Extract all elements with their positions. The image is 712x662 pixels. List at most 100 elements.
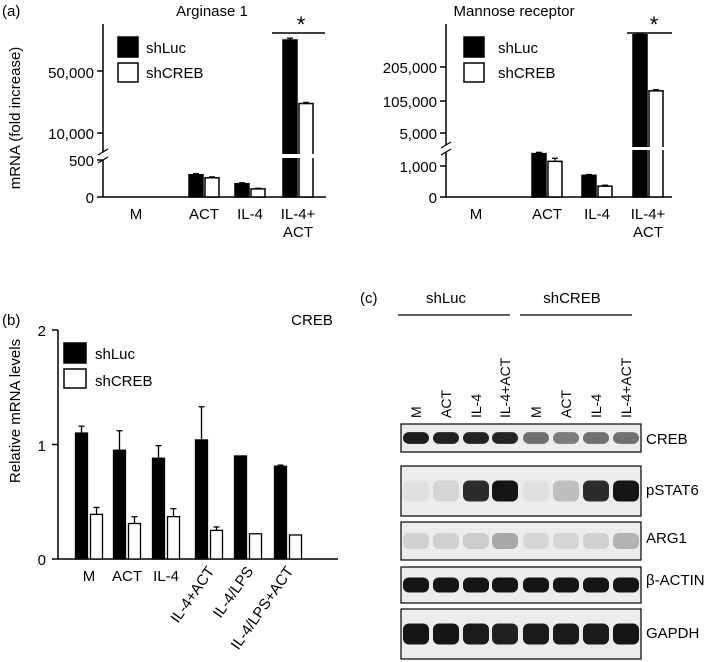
creb-bar-shcreb-5 bbox=[288, 534, 303, 560]
mannose-legend-swatch-shluc bbox=[463, 36, 485, 58]
blot-band-creb-lane-4 bbox=[523, 432, 549, 444]
arginase-bar-shluc-2 bbox=[234, 182, 250, 198]
mannose-axis-break-mark-1 bbox=[440, 141, 452, 149]
arginase-bar-shcreb-2 bbox=[250, 188, 266, 198]
arginase-bar-break-shcreb-3 bbox=[297, 154, 315, 158]
arginase-ytick-upper-1: 10,000 bbox=[48, 126, 94, 143]
creb-bar-shluc-4 bbox=[233, 455, 248, 560]
blot-label-gapdh: GAPDH bbox=[646, 625, 699, 642]
blot-band-gapdh-lane-5 bbox=[553, 623, 579, 645]
blot-band--actin-lane-3 bbox=[492, 577, 518, 593]
blot-band--actin-lane-6 bbox=[583, 577, 609, 593]
mannose-legend-swatch-shcreb bbox=[463, 62, 485, 83]
arginase-category-label-3-line1: ACT bbox=[283, 224, 313, 241]
mannose-bar-shcreb-2 bbox=[597, 185, 613, 198]
blot-band-creb-lane-5 bbox=[553, 432, 579, 444]
arginase-category-label-0: M bbox=[130, 206, 143, 223]
blot-lane-label-7: IL-4+ACT bbox=[618, 357, 634, 418]
mannose-ytick-upper-1: 105,000 bbox=[383, 94, 437, 111]
creb-legend-swatch-shcreb bbox=[63, 368, 87, 389]
blot-band-gapdh-lane-0 bbox=[403, 623, 429, 645]
panel-label-b: (b) bbox=[2, 312, 20, 329]
mannose-bar-break-shluc-3 bbox=[631, 147, 649, 150]
mannose-legend-label-shluc: shLuc bbox=[498, 40, 539, 57]
creb-legend-label-shcreb: shCREB bbox=[95, 373, 153, 390]
blot-band-arg1-lane-7 bbox=[613, 533, 639, 549]
creb-legend-swatch-shluc bbox=[63, 342, 87, 364]
arginase-legend-swatch-shluc bbox=[117, 36, 139, 58]
mannose-bar-break-shcreb-3 bbox=[647, 147, 665, 150]
blot-lane-label-1: ACT bbox=[438, 390, 454, 418]
blot-band-arg1-lane-5 bbox=[553, 533, 579, 549]
blot-band-creb-lane-3 bbox=[492, 432, 518, 444]
blot-band-gapdh-lane-1 bbox=[433, 623, 459, 645]
creb-bar-shluc-5 bbox=[273, 465, 288, 560]
blot-band-gapdh-lane-6 bbox=[583, 623, 609, 645]
mannose-category-label-2: IL-4 bbox=[584, 206, 610, 223]
arginase-bar-break-shluc-3 bbox=[281, 154, 299, 158]
creb-legend-label-shluc: shLuc bbox=[95, 346, 136, 363]
arginase-ytick-lower-1: 0 bbox=[86, 190, 94, 207]
arginase-category-label-1: ACT bbox=[189, 206, 219, 223]
mannose-bar-shluc-2 bbox=[581, 174, 597, 198]
arginase-bar-shcreb-1 bbox=[204, 177, 220, 198]
blot-label-beta-actin: β-ACTIN bbox=[646, 572, 705, 589]
blot-band-creb-lane-2 bbox=[463, 432, 489, 444]
blot-lane-label-0: M bbox=[408, 406, 424, 418]
creb-ylabel: Relative mRNA levels bbox=[7, 339, 24, 483]
blot-band-creb-lane-6 bbox=[583, 432, 609, 444]
creb-bar-shcreb-1 bbox=[127, 522, 142, 560]
mannose-ytick-upper-2: 5,000 bbox=[399, 126, 437, 143]
mannose-category-label-0: M bbox=[470, 206, 483, 223]
blot-band--actin-lane-7 bbox=[613, 577, 639, 593]
blot-band-creb-lane-0 bbox=[403, 432, 429, 444]
creb-ytick-2: 0 bbox=[38, 552, 46, 569]
creb-ytick-1: 1 bbox=[38, 438, 46, 455]
blot-band-gapdh-lane-3 bbox=[492, 623, 518, 645]
mannose-ytick-upper-0: 205,000 bbox=[383, 60, 437, 77]
blot-band-arg1-lane-0 bbox=[403, 533, 429, 549]
blot-band-creb-lane-1 bbox=[433, 432, 459, 444]
blot-label-pstat6: pSTAT6 bbox=[646, 482, 699, 499]
blot-band-pstat6-lane-0 bbox=[403, 480, 429, 502]
arginase-legend-label-shcreb: shCREB bbox=[146, 65, 204, 82]
blot-band-pstat6-lane-4 bbox=[523, 480, 549, 502]
blot-band-gapdh-lane-4 bbox=[523, 623, 549, 645]
panel-label-a: (a) bbox=[2, 3, 20, 20]
mannose-category-label-3: IL-4+ bbox=[631, 206, 666, 223]
creb-bar-shcreb-4 bbox=[248, 533, 263, 560]
arginase-ytick-lower-0: 500 bbox=[69, 153, 94, 170]
blot-group-label-shcreb: shCREB bbox=[543, 290, 601, 307]
blot-band--actin-lane-0 bbox=[403, 577, 429, 593]
creb-bar-shcreb-0 bbox=[89, 513, 104, 560]
arginase-bar-shluc-1 bbox=[188, 174, 204, 198]
arginase-ylabel: mRNA (fold increase) bbox=[7, 47, 24, 190]
creb-bar-shluc-3 bbox=[194, 439, 209, 560]
mannose-significance: * bbox=[650, 12, 659, 37]
arginase-significance: * bbox=[297, 12, 306, 37]
creb-chart-title: CREB bbox=[291, 312, 333, 329]
blot-band-arg1-lane-4 bbox=[523, 533, 549, 549]
creb-bar-shluc-2 bbox=[151, 457, 166, 560]
creb-category-label-1: ACT bbox=[112, 568, 142, 585]
blot-band-gapdh-lane-2 bbox=[463, 623, 489, 645]
creb-category-label-0: M bbox=[83, 568, 96, 585]
creb-bar-shcreb-2 bbox=[166, 515, 181, 560]
arginase-bar-shcreb-3 bbox=[298, 102, 314, 198]
blot-band-arg1-lane-6 bbox=[583, 533, 609, 549]
arginase-legend-label-shluc: shLuc bbox=[146, 40, 187, 57]
blot-band-pstat6-lane-3 bbox=[492, 480, 518, 502]
arginase-title: Arginase 1 bbox=[176, 3, 248, 20]
mannose-category-label-3-line1: ACT bbox=[633, 224, 663, 241]
blot-band-pstat6-lane-1 bbox=[433, 480, 459, 502]
blot-lane-label-4: M bbox=[528, 406, 544, 418]
blot-group-label-shluc: shLuc bbox=[426, 290, 467, 307]
blot-band--actin-lane-2 bbox=[463, 577, 489, 593]
blot-band-creb-lane-7 bbox=[613, 432, 639, 444]
panel-label-c: (c) bbox=[360, 290, 378, 307]
mannose-bar-shcreb-3 bbox=[648, 90, 664, 198]
arginase-legend-swatch-shcreb bbox=[117, 62, 139, 83]
arginase-category-label-3: IL-4+ bbox=[281, 206, 316, 223]
mannose-axis-break-mark-2 bbox=[440, 148, 452, 156]
